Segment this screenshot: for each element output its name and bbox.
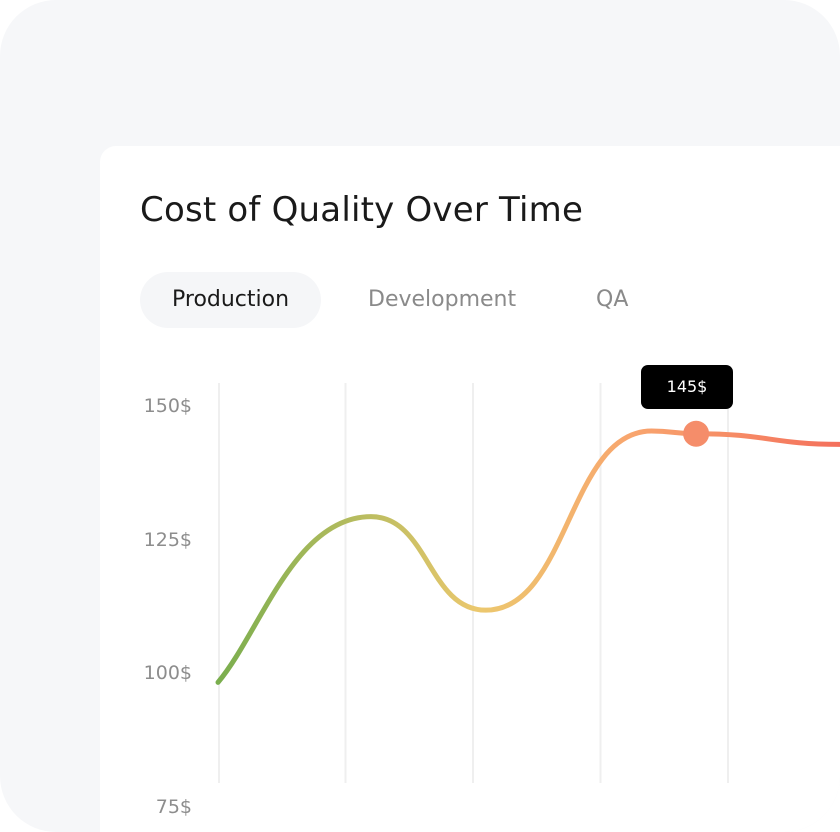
y-tick-label: 150$	[143, 395, 192, 417]
y-tick-label: 100$	[143, 662, 192, 684]
value-tooltip: 145$	[641, 365, 733, 409]
chart-title: Cost of Quality Over Time	[140, 190, 584, 230]
tab-production[interactable]: Production	[140, 272, 322, 328]
y-tick-label: 75$	[155, 796, 192, 818]
y-tick-label: 125$	[143, 529, 192, 551]
tab-qa[interactable]: QA	[596, 287, 629, 312]
gridlines	[218, 383, 729, 783]
tab-development[interactable]: Development	[368, 287, 517, 312]
chart-card	[100, 146, 840, 832]
highlight-point	[683, 420, 710, 447]
series-line	[215, 428, 840, 685]
